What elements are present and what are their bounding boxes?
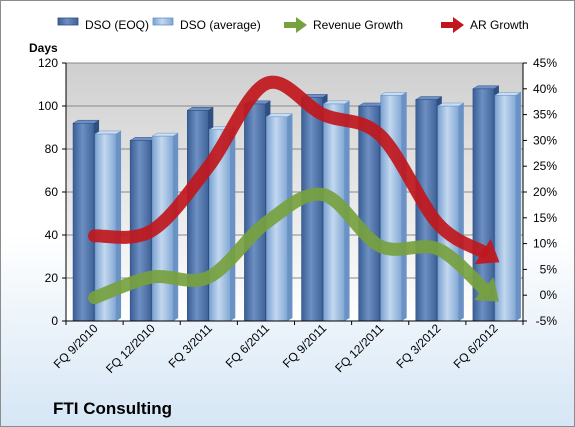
left-axis-title: Days bbox=[29, 41, 58, 55]
right-tick-label: 5% bbox=[540, 262, 558, 276]
left-tick-label: 40 bbox=[45, 228, 59, 242]
bar bbox=[187, 110, 209, 322]
company-title: FTI Consulting bbox=[53, 399, 172, 418]
growth-line bbox=[88, 187, 491, 305]
right-tick-label: 20% bbox=[533, 185, 557, 199]
x-tick-label: FQ 3/2011 bbox=[166, 321, 216, 371]
x-tick-label: FQ 6/2012 bbox=[451, 321, 501, 371]
x-tick-label: FQ 12/2011 bbox=[332, 321, 386, 375]
legend-label: Revenue Growth bbox=[313, 18, 403, 32]
left-tick-label: 120 bbox=[38, 56, 58, 70]
x-tick-label: FQ 12/2010 bbox=[103, 321, 158, 376]
x-tick-label: FQ 3/2012 bbox=[393, 321, 443, 371]
x-tick-label: FQ 9/2011 bbox=[280, 321, 330, 371]
right-tick-label: 25% bbox=[533, 159, 557, 173]
legend: DSO (EOQ) DSO (average) Revenue Growth AR G… bbox=[57, 17, 529, 33]
left-tick-label: 0 bbox=[51, 314, 58, 328]
bar bbox=[437, 105, 460, 322]
bar-side bbox=[401, 92, 407, 321]
bar-side bbox=[458, 103, 464, 321]
growth-lines bbox=[88, 75, 500, 305]
left-tick-label: 60 bbox=[45, 185, 59, 199]
right-tick-label: -5% bbox=[536, 314, 558, 328]
left-tick-label: 20 bbox=[45, 271, 59, 285]
bar-side bbox=[116, 130, 122, 321]
bar bbox=[494, 94, 517, 322]
bar bbox=[380, 94, 402, 322]
bar bbox=[72, 122, 95, 322]
growth-arrowhead bbox=[474, 238, 500, 265]
bar-side bbox=[515, 92, 521, 321]
bar bbox=[301, 97, 323, 322]
right-tick-label: 45% bbox=[533, 56, 557, 70]
growth-line bbox=[88, 75, 490, 259]
legend-swatch bbox=[57, 17, 79, 26]
right-tick-label: 15% bbox=[533, 211, 557, 225]
right-tick-label: 35% bbox=[533, 108, 557, 122]
legend-label: DSO (average) bbox=[180, 18, 261, 32]
right-tick-label: 0% bbox=[540, 288, 558, 302]
x-tick-label: FQ 9/2010 bbox=[51, 321, 101, 371]
growth-arrowhead bbox=[474, 277, 499, 302]
x-tick-label: FQ 6/2011 bbox=[223, 321, 273, 371]
legend-arrowhead bbox=[296, 17, 307, 33]
right-tick-label: 10% bbox=[533, 237, 557, 251]
bar-side bbox=[287, 113, 293, 321]
legend-swatch bbox=[152, 17, 174, 26]
right-tick-label: 40% bbox=[533, 82, 557, 96]
bar bbox=[244, 103, 266, 322]
legend-label: DSO (EOQ) bbox=[85, 18, 149, 32]
left-tick-label: 100 bbox=[38, 99, 58, 113]
legend-arrowhead bbox=[453, 17, 464, 33]
bar-side bbox=[173, 133, 179, 321]
right-tick-label: 30% bbox=[533, 133, 557, 147]
bar-side bbox=[230, 126, 236, 322]
legend-label: AR Growth bbox=[470, 18, 529, 32]
left-tick-label: 80 bbox=[45, 142, 59, 156]
